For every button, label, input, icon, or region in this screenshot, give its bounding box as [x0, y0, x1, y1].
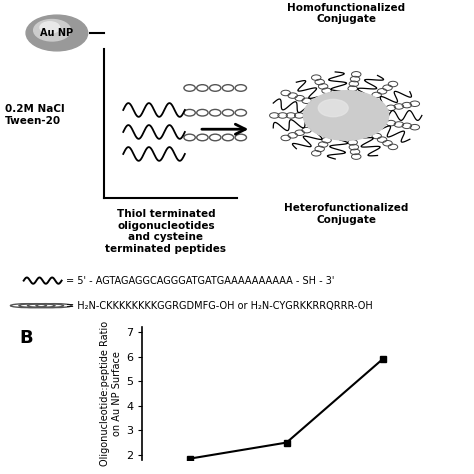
Text: B: B [19, 329, 33, 347]
Text: = 5' - AGTAGAGGCAGGGATGATGAAAAAAAAAA - SH - 3': = 5' - AGTAGAGGCAGGGATGATGAAAAAAAAAA - S… [66, 275, 335, 286]
Circle shape [40, 22, 60, 33]
Circle shape [34, 19, 71, 41]
Text: Au NP: Au NP [40, 28, 73, 38]
Text: Homofunctionalized
Conjugate: Homofunctionalized Conjugate [287, 3, 405, 24]
Text: = H₂N-CKKKKKKKKGGRGDMFG-OH or H₂N-CYGRKKRRQRRR-OH: = H₂N-CKKKKKKKKGGRGDMFG-OH or H₂N-CYGRKK… [66, 301, 373, 310]
Y-axis label: Oligonucleotide:peptide Ratio
on Au NP Surface: Oligonucleotide:peptide Ratio on Au NP S… [100, 321, 122, 466]
Circle shape [26, 15, 88, 51]
Text: Thiol terminated
oligonucleotides
and cysteine
terminated peptides: Thiol terminated oligonucleotides and cy… [105, 209, 227, 254]
Circle shape [303, 91, 389, 140]
Text: 0.2M NaCl
Tween-20: 0.2M NaCl Tween-20 [5, 104, 64, 126]
Text: Heterofunctionalized
Conjugate: Heterofunctionalized Conjugate [284, 203, 408, 225]
Circle shape [319, 100, 348, 117]
